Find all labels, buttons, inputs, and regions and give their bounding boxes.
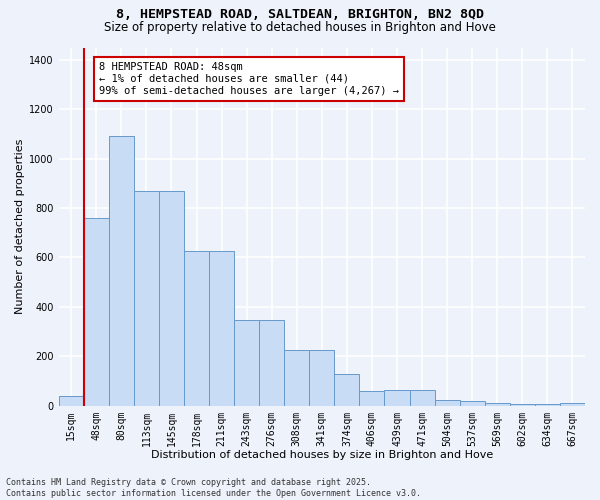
Text: Contains HM Land Registry data © Crown copyright and database right 2025.
Contai: Contains HM Land Registry data © Crown c… (6, 478, 421, 498)
X-axis label: Distribution of detached houses by size in Brighton and Hove: Distribution of detached houses by size … (151, 450, 493, 460)
Text: 8, HEMPSTEAD ROAD, SALTDEAN, BRIGHTON, BN2 8QD: 8, HEMPSTEAD ROAD, SALTDEAN, BRIGHTON, B… (116, 8, 484, 20)
Bar (209, 252, 234, 406)
Bar (434, 400, 460, 406)
Bar (385, 390, 410, 406)
Bar (460, 402, 485, 406)
Bar (84, 218, 109, 406)
Bar (109, 136, 134, 406)
Text: Size of property relative to detached houses in Brighton and Hove: Size of property relative to detached ho… (104, 21, 496, 34)
Bar (334, 374, 359, 406)
Text: 8 HEMPSTEAD ROAD: 48sqm
← 1% of detached houses are smaller (44)
99% of semi-det: 8 HEMPSTEAD ROAD: 48sqm ← 1% of detached… (99, 62, 399, 96)
Bar (510, 404, 535, 406)
Bar (535, 404, 560, 406)
Bar (560, 404, 585, 406)
Y-axis label: Number of detached properties: Number of detached properties (15, 139, 25, 314)
Bar (410, 390, 434, 406)
Bar (159, 191, 184, 406)
Bar (309, 350, 334, 406)
Bar (184, 252, 209, 406)
Bar (259, 320, 284, 406)
Bar (134, 191, 159, 406)
Bar (59, 396, 84, 406)
Bar (485, 403, 510, 406)
Bar (284, 350, 309, 406)
Bar (359, 391, 385, 406)
Bar (234, 320, 259, 406)
